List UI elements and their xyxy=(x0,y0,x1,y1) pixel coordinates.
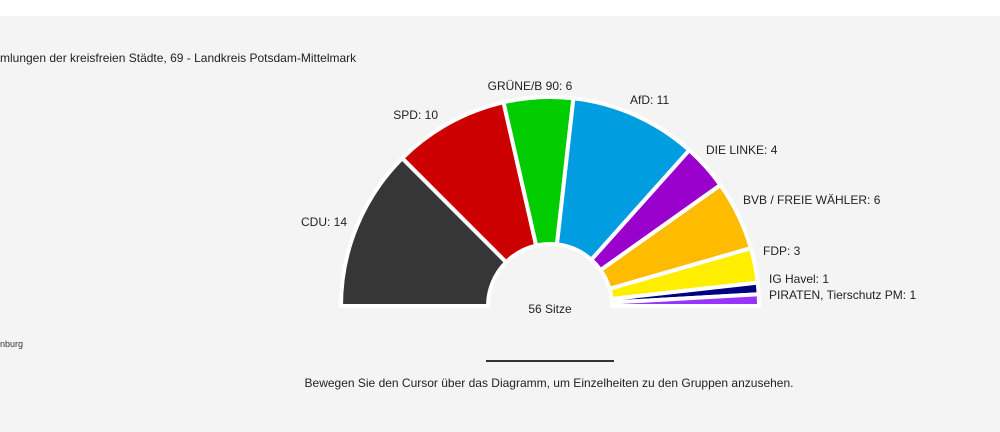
divider xyxy=(486,360,614,362)
slice-label: BVB / FREIE WÄHLER: 6 xyxy=(743,193,881,207)
slice-label: GRÜNE/B 90: 6 xyxy=(488,79,573,93)
seat-slice-piraten-tierschutz-pm[interactable] xyxy=(609,292,762,308)
slice-label: CDU: 14 xyxy=(301,215,347,229)
total-seats-label: 56 Sitze xyxy=(528,302,572,316)
slice-label: FDP: 3 xyxy=(763,244,801,258)
slice-label: DIE LINKE: 4 xyxy=(706,143,778,157)
source-credit: nburg xyxy=(0,339,24,349)
slice-label: SPD: 10 xyxy=(393,108,438,122)
slice-label: IG Havel: 1 xyxy=(769,272,829,286)
slice-label: PIRATEN, Tierschutz PM: 1 xyxy=(769,288,916,302)
slice-label: AfD: 11 xyxy=(630,93,669,107)
chart-title: mlungen der kreisfreien Städte, 69 - Lan… xyxy=(0,51,357,65)
seat-slice-cdu[interactable] xyxy=(338,155,509,308)
hover-hint: Bewegen Sie den Cursor über das Diagramm… xyxy=(304,376,794,390)
seat-slice-afd[interactable] xyxy=(554,96,693,263)
